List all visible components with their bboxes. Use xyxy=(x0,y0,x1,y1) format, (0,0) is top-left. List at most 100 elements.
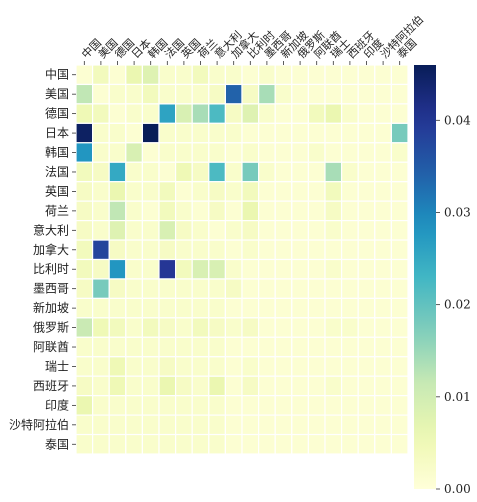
heatmap-cell xyxy=(258,161,276,183)
heatmap-cell xyxy=(125,375,144,397)
heatmap-cell xyxy=(75,239,94,261)
heatmap-cell xyxy=(241,83,260,105)
heatmap-cell xyxy=(224,200,243,222)
heatmap-cell xyxy=(141,414,160,436)
heatmap-cell xyxy=(75,161,94,183)
heatmap-cell xyxy=(307,356,326,377)
heatmap-cell xyxy=(208,375,227,397)
heatmap-cell xyxy=(390,433,409,455)
heatmap-cell xyxy=(390,375,409,397)
heatmap-cell xyxy=(125,239,144,261)
heatmap-cell xyxy=(258,414,276,436)
heatmap-cell xyxy=(291,317,309,338)
heatmap-cell xyxy=(324,181,343,202)
heatmap-cell xyxy=(108,181,127,202)
heatmap-cell xyxy=(158,64,177,86)
heatmap-cell xyxy=(357,375,376,397)
heatmap-cell xyxy=(258,122,276,144)
heatmap-cell xyxy=(191,64,210,86)
heatmap-cell xyxy=(324,103,343,124)
heatmap-cell xyxy=(191,142,210,163)
heatmap-cell xyxy=(224,239,243,261)
heatmap-cell xyxy=(357,220,376,241)
heatmap-cell xyxy=(125,122,144,144)
heatmap-cell xyxy=(175,239,193,261)
heatmap-cell xyxy=(357,83,376,105)
heatmap-cell xyxy=(357,395,376,416)
heatmap-cell xyxy=(357,433,376,455)
heatmap-cell xyxy=(307,64,326,86)
heatmap-cell xyxy=(307,181,326,202)
heatmap-cell xyxy=(158,356,177,377)
heatmap-cell xyxy=(75,414,94,436)
y-tick-label: 瑞士 xyxy=(45,359,69,373)
heatmap-cell xyxy=(91,278,110,300)
heatmap-cell xyxy=(158,278,177,300)
heatmap-cell xyxy=(274,356,293,377)
heatmap-cell xyxy=(224,258,243,280)
heatmap-cell xyxy=(374,83,392,105)
heatmap-cell xyxy=(208,433,227,455)
heatmap-cell xyxy=(357,414,376,436)
heatmap-cell xyxy=(141,103,160,124)
heatmap-cell xyxy=(241,64,260,86)
heatmap-cell xyxy=(158,375,177,397)
y-tick-label: 阿联酋 xyxy=(33,339,69,354)
heatmap-cell xyxy=(91,414,110,436)
heatmap-cell xyxy=(374,103,392,124)
heatmap-cell xyxy=(241,122,260,144)
heatmap-cell xyxy=(158,103,177,124)
heatmap-cell xyxy=(75,200,94,222)
heatmap-cell xyxy=(357,356,376,377)
heatmap-cell xyxy=(274,414,293,436)
y-tick-label: 荷兰 xyxy=(45,204,69,218)
colorbar-gradient xyxy=(414,65,436,489)
heatmap-cell xyxy=(158,83,177,105)
heatmap-cell xyxy=(357,239,376,261)
heatmap-cell xyxy=(224,395,243,416)
heatmap-cell xyxy=(175,395,193,416)
heatmap-cell xyxy=(125,64,144,86)
heatmap-cell xyxy=(91,122,110,144)
heatmap-cell xyxy=(141,336,160,358)
heatmap-cell xyxy=(357,161,376,183)
y-tick-label: 加拿大 xyxy=(33,242,69,257)
heatmap-cell xyxy=(125,414,144,436)
heatmap-cell xyxy=(208,220,227,241)
heatmap-cell xyxy=(175,433,193,455)
heatmap-cell xyxy=(224,103,243,124)
heatmap-cell xyxy=(208,395,227,416)
heatmap-cell xyxy=(224,433,243,455)
heatmap-cell xyxy=(324,220,343,241)
heatmap-cell xyxy=(208,64,227,86)
heatmap-cell xyxy=(224,142,243,163)
heatmap-cell xyxy=(258,64,276,86)
heatmap-cell xyxy=(191,83,210,105)
heatmap-cell xyxy=(241,181,260,202)
heatmap-cell xyxy=(175,200,193,222)
y-axis-labels: 中国美国德国日本韩国法国英国荷兰意大利加拿大比利时墨西哥新加坡俄罗斯阿联酋瑞士西… xyxy=(9,67,76,451)
heatmap-cell xyxy=(158,395,177,416)
heatmap-cell xyxy=(91,181,110,202)
heatmap-cell xyxy=(191,200,210,222)
heatmap-cell xyxy=(191,239,210,261)
heatmap-cell xyxy=(208,239,227,261)
heatmap-cell xyxy=(374,297,392,319)
heatmap-cell xyxy=(307,220,326,241)
heatmap-cell xyxy=(291,64,309,86)
heatmap-cell xyxy=(390,122,409,144)
heatmap-cell xyxy=(341,64,359,86)
heatmap-cell xyxy=(91,297,110,319)
y-tick-label: 新加坡 xyxy=(33,300,69,315)
heatmap-cell xyxy=(158,336,177,358)
heatmap-cell xyxy=(175,297,193,319)
heatmap-cell xyxy=(390,258,409,280)
heatmap-cell xyxy=(208,200,227,222)
heatmap-cell xyxy=(141,375,160,397)
heatmap-cell xyxy=(175,375,193,397)
heatmap-cell xyxy=(175,278,193,300)
heatmap-cell xyxy=(108,395,127,416)
heatmap-cell xyxy=(307,433,326,455)
heatmap-cell xyxy=(125,181,144,202)
heatmap-cell xyxy=(75,122,94,144)
